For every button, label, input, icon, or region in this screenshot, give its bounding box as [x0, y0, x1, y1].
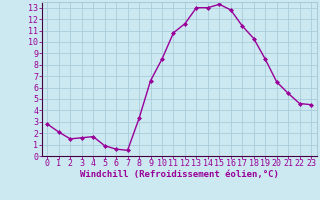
X-axis label: Windchill (Refroidissement éolien,°C): Windchill (Refroidissement éolien,°C) [80, 170, 279, 179]
